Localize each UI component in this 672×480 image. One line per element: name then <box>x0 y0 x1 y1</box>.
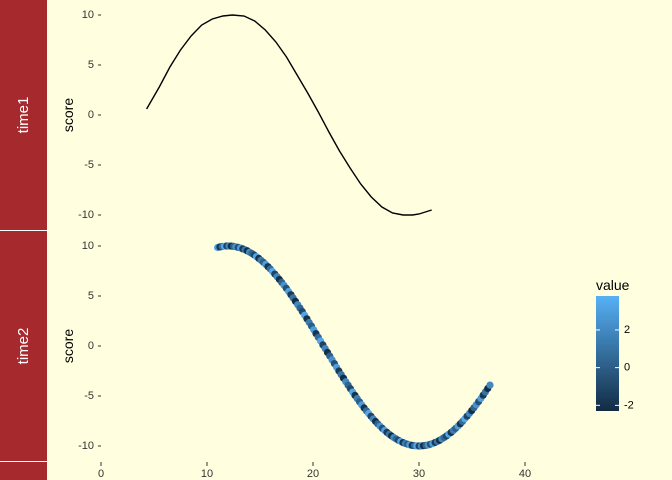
y-tick-label: 5 <box>88 290 94 302</box>
y-tick-label: 0 <box>88 340 94 352</box>
scatter-point <box>486 381 494 389</box>
legend-tick-label: 0 <box>624 362 630 374</box>
facet-time2: time2 score 10 5 0 -5 -10 <box>0 231 494 461</box>
line-series <box>145 14 432 216</box>
y-tick-label: 0 <box>88 109 94 121</box>
facet-strip <box>0 0 47 230</box>
facet-strip-label: time1 <box>15 97 32 134</box>
y-tick-label: 10 <box>82 9 94 21</box>
y-tick-label: -5 <box>84 390 94 402</box>
legend-colorbar <box>596 296 619 411</box>
x-tick-label: 30 <box>413 468 425 480</box>
facet-strip <box>0 231 47 461</box>
facet-strip-label: time2 <box>15 328 32 365</box>
scatter-points <box>214 242 494 450</box>
facet-strip-remainder <box>0 462 47 480</box>
x-tick-label: 20 <box>307 468 319 480</box>
legend-tick-label: -2 <box>624 399 634 411</box>
facet-panels: time1 score 10 5 0 -5 -10 time2 score 10 5 0 -5 -10 <box>0 0 494 480</box>
x-tick-label: 10 <box>201 468 213 480</box>
x-tick-label: 40 <box>519 468 531 480</box>
legend-tick-label: 2 <box>624 324 630 336</box>
x-axis: 0 10 20 30 40 <box>98 462 531 480</box>
y-tick-label: 5 <box>88 59 94 71</box>
facet-time1: time1 score 10 5 0 -5 -10 <box>0 0 432 230</box>
y-axis-title: score <box>60 98 76 132</box>
y-axis-title: score <box>60 329 76 363</box>
y-tick-label: -10 <box>78 209 94 221</box>
y-tick-label: -10 <box>78 440 94 452</box>
legend-title: value <box>596 277 630 293</box>
y-tick-label: -5 <box>84 159 94 171</box>
x-tick-label: 0 <box>98 468 104 480</box>
color-legend: value 2 0 -2 <box>596 277 634 411</box>
y-tick-label: 10 <box>82 240 94 252</box>
